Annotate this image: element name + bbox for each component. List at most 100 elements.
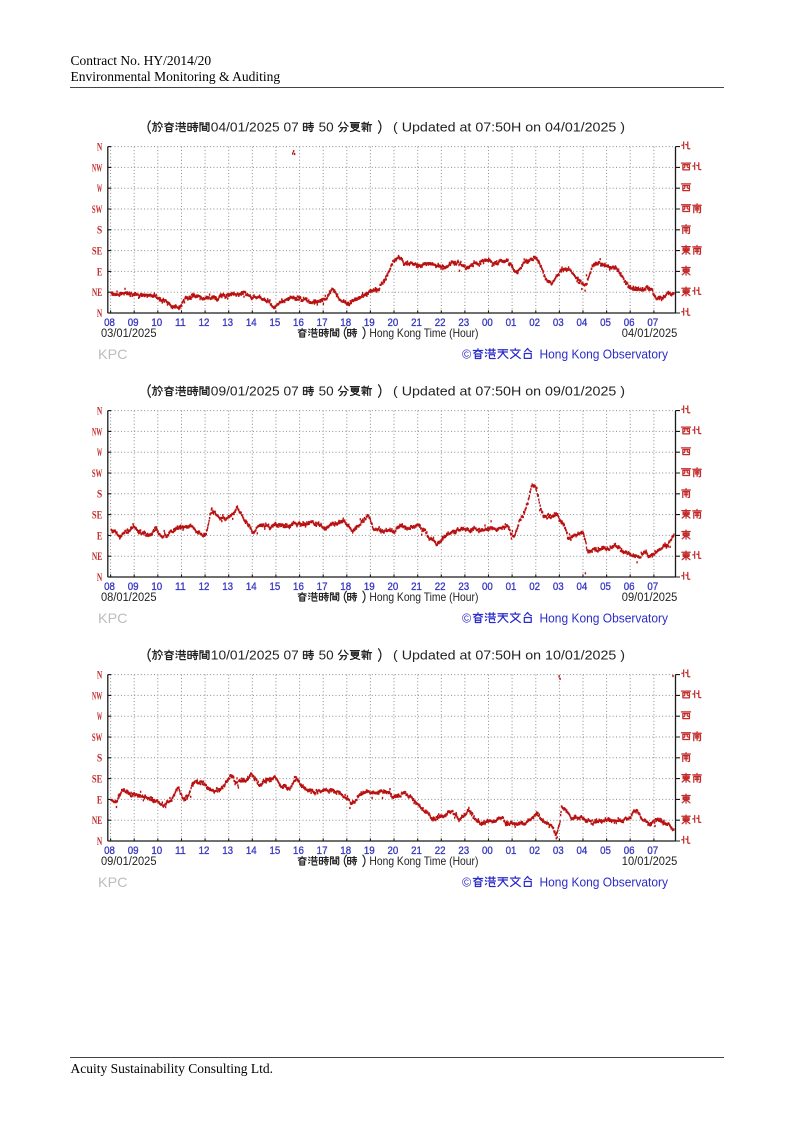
svg-text:NE: NE <box>92 551 103 563</box>
svg-text:23: 23 <box>458 581 469 593</box>
svg-text:15: 15 <box>269 845 280 857</box>
svg-text:08: 08 <box>104 581 115 593</box>
svg-text:05: 05 <box>600 581 611 593</box>
svg-text:22: 22 <box>435 317 446 329</box>
svg-text:SW: SW <box>92 204 103 216</box>
svg-text:18: 18 <box>340 845 351 857</box>
svg-text:( Updated at 07:50H on 10/01/2: ( Updated at 07:50H on 10/01/2025 ) <box>393 648 625 663</box>
svg-text:18: 18 <box>340 317 351 329</box>
svg-text:07: 07 <box>647 317 658 329</box>
svg-text:18: 18 <box>340 581 351 593</box>
svg-text:12: 12 <box>199 581 210 593</box>
svg-text:Hong Kong Time (Hour): Hong Kong Time (Hour) <box>369 854 478 868</box>
svg-text:Hong Kong Observatory: Hong Kong Observatory <box>540 347 669 362</box>
svg-text:SW: SW <box>92 732 103 744</box>
svg-text:50: 50 <box>319 648 334 663</box>
svg-text:03/01/2025: 03/01/2025 <box>101 326 157 340</box>
svg-text:03: 03 <box>553 581 564 593</box>
svg-text:S: S <box>97 225 102 237</box>
svg-text:00: 00 <box>482 581 493 593</box>
svg-text:15: 15 <box>269 581 280 593</box>
svg-text:N: N <box>97 836 103 848</box>
svg-text:17: 17 <box>317 317 328 329</box>
svg-text:11: 11 <box>175 317 186 329</box>
svg-text:04: 04 <box>577 845 588 857</box>
svg-text:23: 23 <box>458 845 469 857</box>
svg-text:Hong Kong Observatory: Hong Kong Observatory <box>540 611 669 626</box>
svg-text:10: 10 <box>151 581 162 593</box>
svg-text:09: 09 <box>128 317 139 329</box>
svg-text:20: 20 <box>388 317 399 329</box>
svg-text:05: 05 <box>600 317 611 329</box>
svg-text:06: 06 <box>624 317 635 329</box>
svg-text:E: E <box>97 266 103 278</box>
svg-text:01: 01 <box>506 845 517 857</box>
svg-text:SW: SW <box>92 468 103 480</box>
svg-text:NW: NW <box>92 162 103 174</box>
svg-text:10/01/2025: 10/01/2025 <box>622 854 678 868</box>
svg-text:23: 23 <box>458 317 469 329</box>
svg-text:04/01/2025: 04/01/2025 <box>622 326 678 340</box>
svg-text:SE: SE <box>92 510 103 522</box>
svg-text:Hong Kong Time (Hour): Hong Kong Time (Hour) <box>369 590 478 604</box>
svg-text:05: 05 <box>600 845 611 857</box>
svg-text:21: 21 <box>411 581 422 593</box>
svg-text:02: 02 <box>529 317 540 329</box>
svg-text:©: © <box>462 612 472 626</box>
svg-text:14: 14 <box>246 845 257 857</box>
svg-text:17: 17 <box>317 845 328 857</box>
svg-text:09/01/2025: 09/01/2025 <box>622 590 678 604</box>
svg-text:21: 21 <box>411 845 422 857</box>
svg-text:16: 16 <box>293 317 304 329</box>
svg-text:13: 13 <box>222 845 233 857</box>
svg-text:19: 19 <box>364 581 375 593</box>
svg-text:22: 22 <box>435 581 446 593</box>
svg-text:08/01/2025: 08/01/2025 <box>101 590 157 604</box>
svg-text:14: 14 <box>246 581 257 593</box>
svg-text:SE: SE <box>92 246 103 258</box>
svg-text:22: 22 <box>435 845 446 857</box>
svg-text:( Updated at 07:50H on 04/01/2: ( Updated at 07:50H on 04/01/2025 ) <box>393 120 625 135</box>
svg-text:08: 08 <box>104 845 115 857</box>
svg-text:NW: NW <box>92 426 103 438</box>
svg-text:04/01/2025 07: 04/01/2025 07 <box>211 120 299 135</box>
svg-text:02: 02 <box>529 845 540 857</box>
svg-text:KPC: KPC <box>98 874 128 890</box>
svg-text:06: 06 <box>624 845 635 857</box>
svg-text:12: 12 <box>199 845 210 857</box>
svg-text:S: S <box>97 489 102 501</box>
svg-text:14: 14 <box>246 317 257 329</box>
svg-text:11: 11 <box>175 845 186 857</box>
svg-text:KPC: KPC <box>98 346 128 362</box>
svg-text:NW: NW <box>92 690 103 702</box>
svg-text:01: 01 <box>506 317 517 329</box>
svg-text:16: 16 <box>293 581 304 593</box>
svg-text:SE: SE <box>92 774 103 786</box>
svg-text:KPC: KPC <box>98 610 128 626</box>
svg-text:03: 03 <box>553 317 564 329</box>
svg-text:02: 02 <box>529 581 540 593</box>
svg-text:12: 12 <box>199 317 210 329</box>
svg-text:E: E <box>97 794 103 806</box>
svg-text:50: 50 <box>319 120 334 135</box>
svg-text:20: 20 <box>388 845 399 857</box>
svg-text:20: 20 <box>388 581 399 593</box>
svg-text:06: 06 <box>624 581 635 593</box>
svg-text:17: 17 <box>317 581 328 593</box>
svg-text:13: 13 <box>222 581 233 593</box>
svg-text:10: 10 <box>151 317 162 329</box>
svg-text:11: 11 <box>175 581 186 593</box>
svg-text:N: N <box>97 406 103 418</box>
svg-text:15: 15 <box>269 317 280 329</box>
svg-text:10: 10 <box>151 845 162 857</box>
svg-text:08: 08 <box>104 317 115 329</box>
svg-text:00: 00 <box>482 317 493 329</box>
svg-text:N: N <box>97 308 103 320</box>
svg-text:NE: NE <box>92 287 103 299</box>
svg-text:04: 04 <box>577 581 588 593</box>
svg-text:Hong Kong Observatory: Hong Kong Observatory <box>540 875 669 890</box>
svg-text:W: W <box>97 711 103 723</box>
svg-text:( Updated at 07:50H on 09/01/2: ( Updated at 07:50H on 09/01/2025 ) <box>393 384 625 399</box>
svg-text:E: E <box>97 530 103 542</box>
svg-text:Hong Kong Time (Hour): Hong Kong Time (Hour) <box>369 326 478 340</box>
